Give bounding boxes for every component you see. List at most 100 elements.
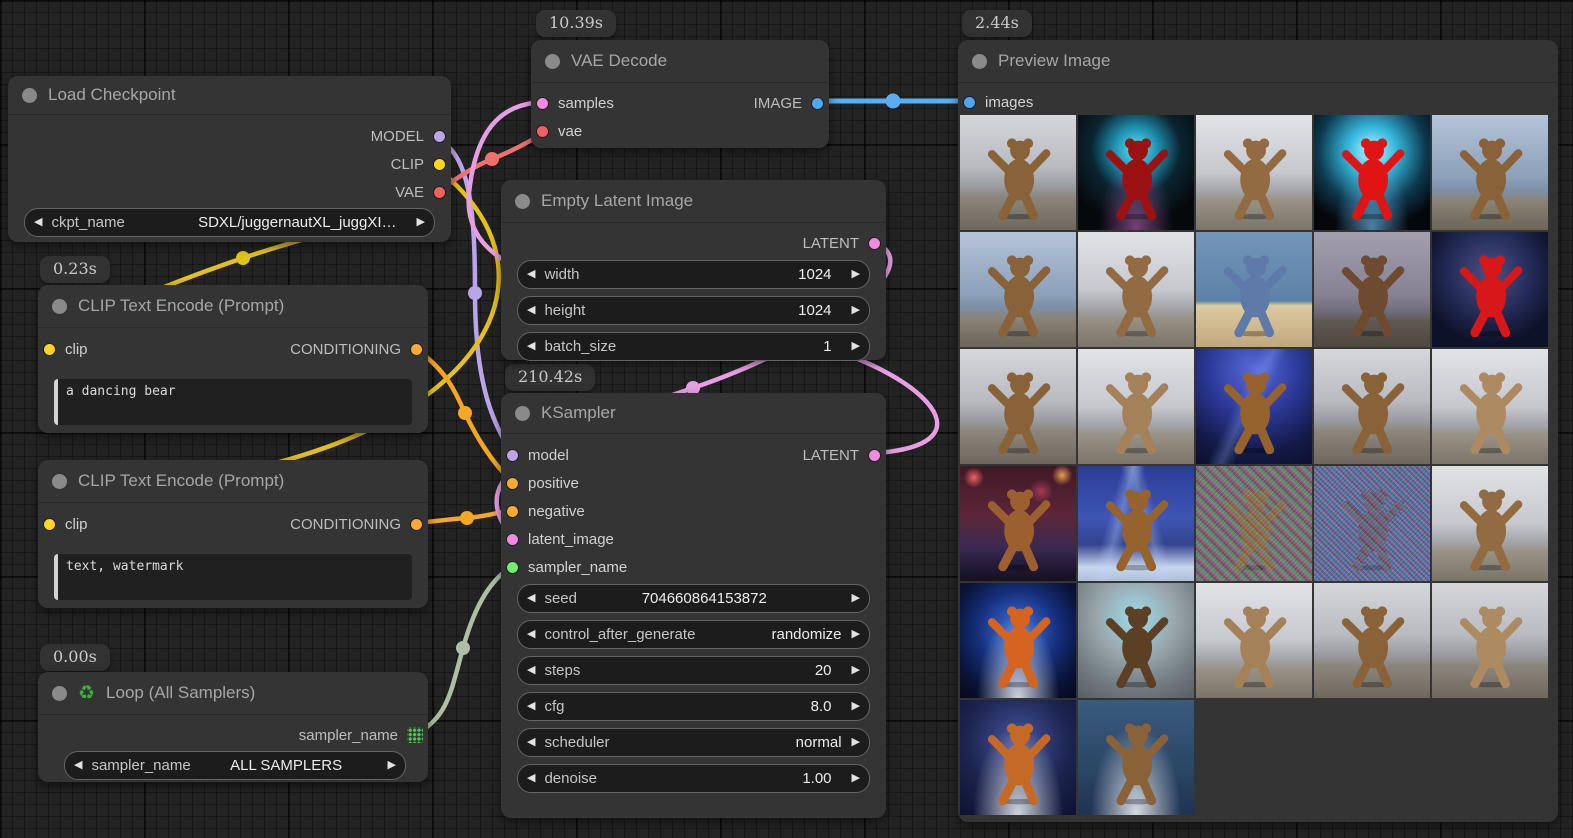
dancing-bear-image	[1209, 238, 1299, 346]
clip-input-port[interactable]	[43, 342, 56, 356]
collapse-dot-icon[interactable]	[972, 53, 987, 69]
denoise-widget[interactable]: ◀ denoise 1.00 ▶	[517, 764, 870, 793]
increment-arrow-icon[interactable]: ▶	[851, 736, 860, 748]
batch-size-widget[interactable]: ◀ batch_size 1 ▶	[517, 332, 870, 361]
clip-input-port[interactable]	[43, 517, 56, 531]
input-label: clip	[65, 340, 88, 358]
wire-positive	[413, 346, 514, 484]
increment-arrow-icon[interactable]: ▶	[851, 340, 860, 352]
decrement-arrow-icon[interactable]: ◀	[527, 772, 536, 784]
dancing-bear-image	[1209, 472, 1299, 580]
node-header[interactable]: Load Checkpoint	[8, 76, 451, 115]
increment-arrow-icon[interactable]: ▶	[416, 216, 425, 228]
collapse-dot-icon[interactable]	[52, 473, 67, 489]
decrement-arrow-icon[interactable]: ◀	[527, 700, 536, 712]
node-header[interactable]: Preview Image	[958, 40, 1558, 83]
prompt-textarea[interactable]: a dancing bear	[54, 379, 412, 425]
node-header[interactable]: ♻ Loop (All Samplers)	[38, 672, 428, 715]
sampler-name-input-port[interactable]	[506, 560, 519, 574]
node-ksampler[interactable]: KSampler model LATENT positive negative …	[501, 393, 886, 818]
preview-image-cell	[960, 700, 1076, 815]
node-loop-all-samplers[interactable]: ♻ Loop (All Samplers) sampler_name ◀ sam…	[38, 672, 428, 782]
decrement-arrow-icon[interactable]: ◀	[527, 628, 536, 640]
latent-output-port[interactable]	[868, 448, 881, 462]
increment-arrow-icon[interactable]: ▶	[851, 268, 860, 280]
node-header[interactable]: CLIP Text Encode (Prompt)	[38, 460, 428, 503]
image-output-port[interactable]	[811, 96, 824, 110]
decrement-arrow-icon[interactable]: ◀	[74, 759, 83, 771]
node-vae-decode[interactable]: VAE Decode samples IMAGE vae	[531, 40, 829, 148]
negative-input-port[interactable]	[506, 504, 519, 518]
sampler-name-widget[interactable]: ◀ sampler_name ALL SAMPLERS ▶	[64, 751, 406, 780]
node-empty-latent-image[interactable]: Empty Latent Image LATENT ◀ width 1024 ▶…	[501, 180, 886, 361]
node-clip-text-encode-negative[interactable]: CLIP Text Encode (Prompt) clip CONDITION…	[38, 460, 428, 608]
collapse-dot-icon[interactable]	[22, 87, 37, 103]
node-preview-image[interactable]: Preview Image images	[958, 40, 1558, 822]
increment-arrow-icon[interactable]: ▶	[851, 592, 860, 604]
prompt-textarea[interactable]: text, watermark	[54, 554, 412, 600]
cfg-widget[interactable]: ◀ cfg 8.0 ▶	[517, 692, 870, 721]
collapse-dot-icon[interactable]	[545, 53, 560, 69]
control-after-generate-widget[interactable]: ◀ control_after_generate randomize ▶	[517, 620, 870, 649]
collapse-dot-icon[interactable]	[52, 298, 67, 314]
grid-output-port-icon[interactable]	[407, 727, 423, 743]
increment-arrow-icon[interactable]: ▶	[851, 304, 860, 316]
node-header[interactable]: CLIP Text Encode (Prompt)	[38, 285, 428, 328]
decrement-arrow-icon[interactable]: ◀	[527, 304, 536, 316]
vae-output-port[interactable]	[433, 185, 446, 199]
node-title: Load Checkpoint	[48, 85, 176, 104]
widget-label: batch_size	[544, 338, 617, 355]
decrement-arrow-icon[interactable]: ◀	[527, 736, 536, 748]
seed-widget[interactable]: ◀ seed 704660864153872 ▶	[517, 584, 870, 613]
node-header[interactable]: Empty Latent Image	[501, 180, 886, 223]
timing-badge: 2.44s	[962, 10, 1032, 37]
clip-output-port[interactable]	[433, 157, 446, 171]
preview-image-cell	[1078, 232, 1194, 347]
model-input-port[interactable]	[506, 448, 519, 462]
decrement-arrow-icon[interactable]: ◀	[527, 592, 536, 604]
decrement-arrow-icon[interactable]: ◀	[34, 216, 43, 228]
increment-arrow-icon[interactable]: ▶	[851, 700, 860, 712]
collapse-dot-icon[interactable]	[52, 685, 67, 701]
dancing-bear-image	[1445, 589, 1535, 697]
dancing-bear-image	[973, 472, 1063, 580]
node-header[interactable]: VAE Decode	[531, 40, 829, 83]
height-widget[interactable]: ◀ height 1024 ▶	[517, 296, 870, 325]
decrement-arrow-icon[interactable]: ◀	[527, 340, 536, 352]
preview-image-cell	[1314, 349, 1430, 464]
node-load-checkpoint[interactable]: Load Checkpoint MODEL CLIP VAE ◀ ckpt_na…	[8, 76, 451, 242]
node-clip-text-encode-positive[interactable]: CLIP Text Encode (Prompt) clip CONDITION…	[38, 285, 428, 433]
node-header[interactable]: KSampler	[501, 393, 886, 434]
increment-arrow-icon[interactable]: ▶	[851, 664, 860, 676]
preview-image-cell	[1078, 349, 1194, 464]
wire-sampler-loop	[415, 564, 514, 736]
increment-arrow-icon[interactable]: ▶	[851, 628, 860, 640]
vae-input-port[interactable]	[536, 124, 549, 138]
increment-arrow-icon[interactable]: ▶	[387, 759, 396, 771]
dancing-bear-image	[1091, 121, 1181, 229]
increment-arrow-icon[interactable]: ▶	[851, 772, 860, 784]
positive-input-port[interactable]	[506, 476, 519, 490]
steps-widget[interactable]: ◀ steps 20 ▶	[517, 656, 870, 685]
decrement-arrow-icon[interactable]: ◀	[527, 664, 536, 676]
width-widget[interactable]: ◀ width 1024 ▶	[517, 260, 870, 289]
images-input-port[interactable]	[963, 95, 976, 109]
decrement-arrow-icon[interactable]: ◀	[527, 268, 536, 280]
model-output-port[interactable]	[433, 129, 446, 143]
scheduler-widget[interactable]: ◀ scheduler normal ▶	[517, 728, 870, 757]
ckpt-name-widget[interactable]: ◀ ckpt_name SDXL/juggernautXL_juggXI… ▶	[24, 208, 435, 237]
preview-image-cell	[960, 466, 1076, 581]
latent-output-port[interactable]	[868, 236, 881, 250]
collapse-dot-icon[interactable]	[515, 405, 530, 421]
latent-image-input-port[interactable]	[506, 532, 519, 546]
preview-image-cell	[1432, 583, 1548, 698]
collapse-dot-icon[interactable]	[515, 193, 530, 209]
node-title: KSampler	[541, 403, 616, 422]
conditioning-output-port[interactable]	[410, 342, 423, 356]
preview-image-cell	[1314, 232, 1430, 347]
conditioning-output-port[interactable]	[410, 517, 423, 531]
preview-image-cell	[1432, 349, 1548, 464]
samples-input-port[interactable]	[536, 96, 549, 110]
preview-image-cell	[1314, 466, 1430, 581]
